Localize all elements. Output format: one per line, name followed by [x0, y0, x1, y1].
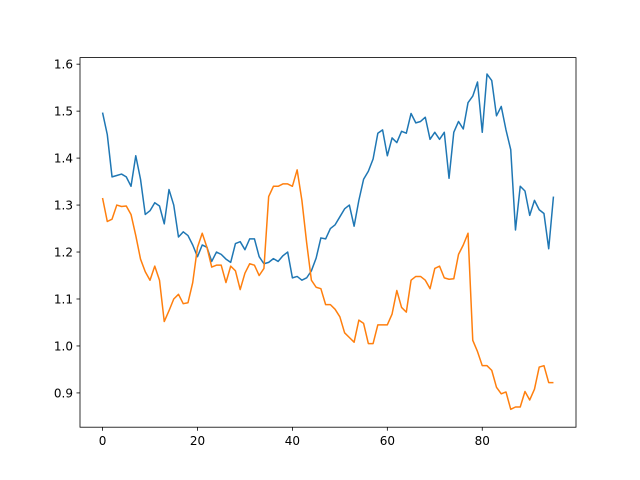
- y-tick-label: 0.9: [54, 386, 73, 400]
- y-tick-label: 1.6: [54, 58, 73, 72]
- y-tick-label: 1.4: [54, 152, 73, 166]
- y-tick-label: 1.3: [54, 199, 73, 213]
- line-series: [101, 169, 554, 411]
- axes-frame: [79, 57, 577, 428]
- line-series: [101, 73, 555, 281]
- x-tick-label: 80: [475, 434, 490, 448]
- y-tick-label: 1.5: [54, 105, 73, 119]
- x-tick-label: 40: [285, 434, 300, 448]
- x-tick-label: 60: [380, 434, 395, 448]
- y-tick-label: 1.0: [54, 339, 73, 353]
- x-tick-label: 20: [190, 434, 205, 448]
- y-tick-label: 1.1: [54, 292, 73, 306]
- y-tick-label: 1.2: [54, 246, 73, 260]
- x-tick-label: 0: [99, 434, 107, 448]
